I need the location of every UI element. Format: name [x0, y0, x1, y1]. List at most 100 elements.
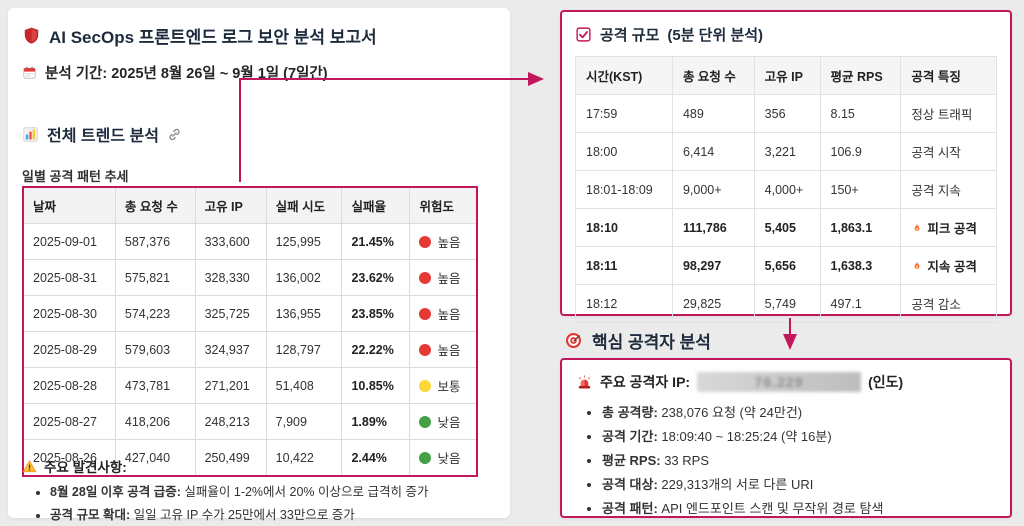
cell-total-requests: 473,781 — [114, 367, 196, 404]
attack-scale-title-suffix: (5분 단위 분석) — [667, 27, 764, 44]
cell-failed-attempts: 10,422 — [265, 439, 343, 477]
attacker-detail-item: 평균 RPS: 33 RPS — [602, 450, 996, 469]
attacker-card: 주요 공격자 IP: 76.229 (인도) 총 공격량: 238,076 요청… — [560, 358, 1012, 518]
fire-icon — [914, 261, 920, 270]
table-row: 18:12 29,825 5,749 497.1 공격 감소 — [575, 284, 997, 323]
warning-icon — [22, 459, 37, 472]
cell-failed-attempts: 136,002 — [265, 259, 343, 296]
column-header: 날짜 — [22, 186, 116, 224]
cell-date: 2025-08-26 — [22, 439, 116, 477]
column-header: 위험도 — [409, 186, 478, 224]
cell-time: 18:12 — [575, 284, 673, 323]
daily-trend-table: 날짜 총 요청 수 고유 IP 실패 시도 실패율 위험도 2025-09-01 587,3… — [22, 186, 478, 477]
trend-section-title-text: 전체 트렌드 분석 — [47, 128, 159, 145]
attacker-detail-lead: 총 공격량: — [602, 405, 658, 420]
cell-unique-ip: 324,937 — [194, 331, 267, 368]
cell-risk: 낮음 — [409, 439, 478, 477]
column-header: 실패 시도 — [265, 186, 343, 224]
cell-risk: 높음 — [409, 259, 478, 296]
cell-total-requests: 489 — [671, 94, 755, 133]
cell-unique-ip: 325,725 — [194, 295, 267, 332]
cell-fail-rate: 10.85% — [341, 367, 411, 404]
calendar-icon — [23, 66, 36, 79]
bar-chart-icon — [23, 126, 38, 142]
cell-avg-rps: 497.1 — [819, 284, 902, 323]
report-panel: AI SecOps 프론트엔드 로그 보안 분석 보고서 분석 기간: 2025… — [8, 8, 510, 522]
attacker-detail-lead: 공격 패턴: — [602, 501, 658, 516]
attacker-detail-lead: 공격 기간: — [602, 429, 658, 444]
table-row: 18:11 98,297 5,656 1,638.3 지속 공격 — [575, 246, 997, 285]
fire-icon — [914, 223, 920, 232]
redacted-ip: 76.229 — [697, 372, 862, 392]
cell-risk: 보통 — [409, 367, 478, 404]
shield-icon — [24, 27, 39, 44]
cell-time: 18:11 — [575, 246, 673, 285]
cell-total-requests: 587,376 — [114, 223, 196, 260]
key-findings: 주요 발견사항: 8월 28일 이후 공격 급증: 실패율이 1-2%에서 20… — [22, 456, 500, 526]
cell-failed-attempts: 136,955 — [265, 295, 343, 332]
finding-lead: 공격 규모 확대: — [50, 508, 131, 522]
cell-risk: 낮음 — [409, 403, 478, 440]
cell-unique-ip: 5,749 — [753, 284, 821, 323]
cell-unique-ip: 328,330 — [194, 259, 267, 296]
finding-item: 공격 규모 확대: 일일 고유 IP 수가 25만에서 33만으로 증가 — [50, 504, 500, 523]
cell-failed-attempts: 125,995 — [265, 223, 343, 260]
cell-total-requests: 9,000+ — [671, 170, 755, 209]
cell-total-requests: 111,786 — [671, 208, 755, 247]
cell-date: 2025-08-31 — [22, 259, 116, 296]
cell-total-requests: 427,040 — [114, 439, 196, 477]
attacker-section-title: 핵심 공격자 분석 — [564, 328, 711, 353]
cell-total-requests: 579,603 — [114, 331, 196, 368]
risk-dot — [419, 452, 432, 464]
cell-fail-rate: 22.22% — [341, 331, 411, 368]
finding-item: 8월 28일 이후 공격 급증: 실패율이 1-2%에서 20% 이상으로 급격… — [50, 481, 500, 500]
cell-date: 2025-08-27 — [22, 403, 116, 440]
cell-time: 18:01-18:09 — [575, 170, 673, 209]
attacker-detail-item: 공격 대상: 229,313개의 서로 다른 URI — [602, 474, 996, 493]
cell-unique-ip: 5,405 — [753, 208, 821, 247]
finding-lead: 8월 28일 이후 공격 급증: — [50, 485, 181, 499]
table-header-row: 시간(KST) 총 요청 수 고유 IP 평균 RPS 공격 특징 — [575, 56, 997, 95]
attacker-detail-item: 총 공격량: 238,076 요청 (약 24만건) — [602, 402, 996, 421]
cell-fail-rate: 2.44% — [341, 439, 411, 477]
column-header: 평균 RPS — [819, 56, 902, 95]
link-icon[interactable] — [167, 127, 182, 142]
analysis-period: 분석 기간: 2025년 8월 26일 ~ 9월 1일 (7일간) — [22, 62, 328, 83]
siren-icon — [578, 374, 591, 388]
target-icon — [565, 332, 582, 349]
cell-unique-ip: 356 — [753, 94, 821, 133]
cell-attack-note: 지속 공격 — [900, 246, 997, 285]
cell-unique-ip: 3,221 — [753, 132, 821, 171]
cell-date: 2025-08-30 — [22, 295, 116, 332]
cell-attack-note: 공격 지속 — [900, 170, 997, 209]
table-row: 18:00 6,414 3,221 106.9 공격 시작 — [575, 132, 997, 171]
attacker-ip-label: 주요 공격자 IP: — [600, 374, 691, 390]
column-header: 공격 특징 — [900, 56, 997, 95]
cell-attack-note: 피크 공격 — [900, 208, 997, 247]
table-row: 17:59 489 356 8.15 정상 트래픽 — [575, 94, 997, 133]
table-header-row: 날짜 총 요청 수 고유 IP 실패 시도 실패율 위험도 — [22, 186, 478, 224]
attacker-detail-item: 공격 패턴: API 엔드포인트 스캔 및 무작위 경로 탐색 — [602, 498, 996, 517]
attack-scale-title: 공격 규모 (5분 단위 분석) — [575, 24, 997, 45]
attack-scale-table: 시간(KST) 총 요청 수 고유 IP 평균 RPS 공격 특징 17:59 489 35… — [575, 56, 997, 323]
cell-attack-note: 정상 트래픽 — [900, 94, 997, 133]
cell-total-requests: 418,206 — [114, 403, 196, 440]
attacker-detail-item: 공격 기간: 18:09:40 ~ 18:25:24 (약 16분) — [602, 426, 996, 445]
key-findings-title-text: 주요 발견사항: — [44, 460, 127, 475]
risk-dot — [419, 344, 432, 356]
attacker-detail-lead: 공격 대상: — [602, 477, 658, 492]
risk-dot — [419, 380, 432, 392]
cell-unique-ip: 250,499 — [194, 439, 267, 477]
cell-total-requests: 29,825 — [671, 284, 755, 323]
cell-attack-note: 공격 시작 — [900, 132, 997, 171]
cell-failed-attempts: 51,408 — [265, 367, 343, 404]
risk-dot — [419, 308, 432, 320]
trend-section-title: 전체 트렌드 분석 — [22, 122, 182, 146]
key-findings-title: 주요 발견사항: — [22, 456, 500, 476]
cell-total-requests: 575,821 — [114, 259, 196, 296]
cell-unique-ip: 271,201 — [194, 367, 267, 404]
cell-time: 18:10 — [575, 208, 673, 247]
cell-fail-rate: 23.62% — [341, 259, 411, 296]
cell-date: 2025-08-29 — [22, 331, 116, 368]
